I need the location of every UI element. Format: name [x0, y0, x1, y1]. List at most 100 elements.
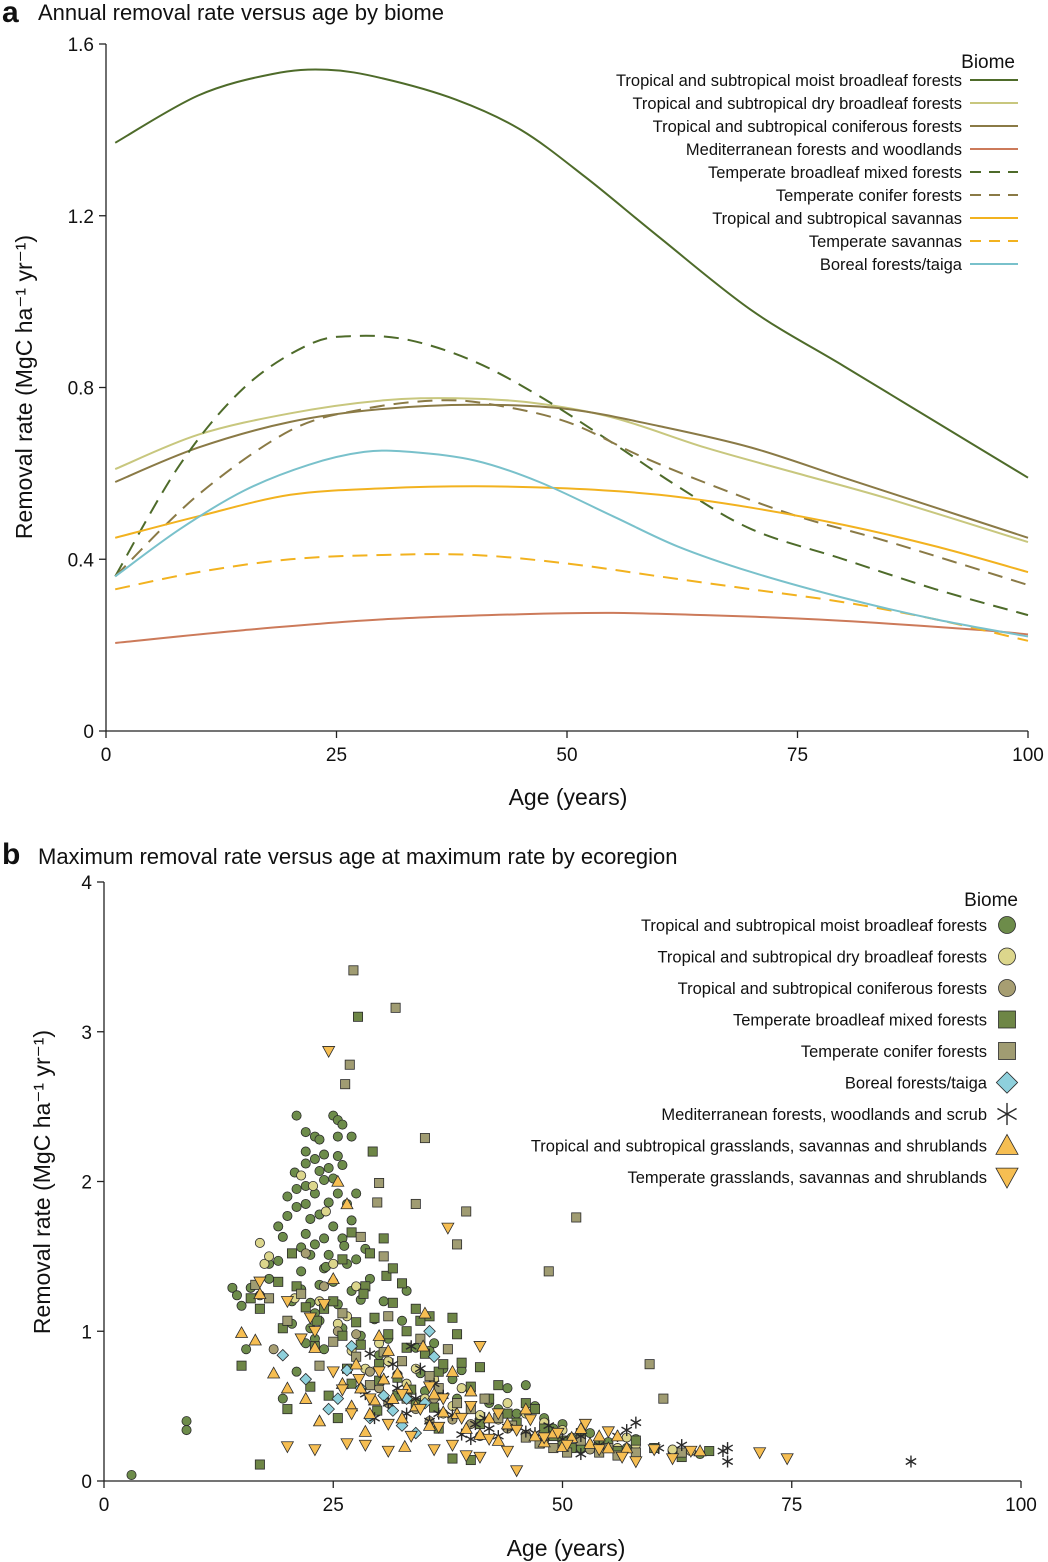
- point-temperate-conifer-forests: [374, 1177, 385, 1188]
- point-temperate-conifer-forests: [383, 1311, 394, 1322]
- point-tropical-and-subtropical-moist-broadleaf-forests: [332, 1188, 343, 1199]
- point-temperate-broadleaf-mixed-forests: [337, 1330, 348, 1341]
- point-temperate-conifer-forests: [424, 1371, 435, 1382]
- point-tropical-and-subtropical-grasslands-savannas-and-shrublands: [592, 1429, 606, 1442]
- point-boreal-forests-taiga: [345, 1339, 358, 1353]
- legend-b-label: Boreal forests/taiga: [845, 1075, 988, 1093]
- point-tropical-and-subtropical-dry-broadleaf-forests: [308, 1180, 319, 1191]
- point-tropical-and-subtropical-dry-broadleaf-forests: [667, 1444, 678, 1455]
- panel-b-x-tick-label: 100: [1005, 1495, 1037, 1516]
- point-temperate-conifer-forests: [372, 1197, 383, 1208]
- panel-a-legend: Tropical and subtropical moist broadleaf…: [616, 72, 1018, 274]
- point-temperate-broadleaf-mixed-forests: [397, 1278, 408, 1289]
- point-temperate-broadleaf-mixed-forests: [323, 1390, 334, 1401]
- point-tropical-and-subtropical-moist-broadleaf-forests: [305, 1213, 316, 1224]
- point-temperate-grasslands-savannas-and-shrublands: [322, 1046, 336, 1059]
- point-temperate-conifer-forests: [415, 1333, 426, 1344]
- point-temperate-grasslands-savannas-and-shrublands: [578, 1418, 593, 1431]
- point-temperate-grasslands-savannas-and-shrublands: [551, 1427, 565, 1440]
- point-temperate-broadleaf-mixed-forests: [429, 1402, 440, 1413]
- point-temperate-grasslands-savannas-and-shrublands: [432, 1421, 446, 1434]
- point-tropical-and-subtropical-moist-broadleaf-forests: [264, 1273, 275, 1284]
- point-tropical-and-subtropical-moist-broadleaf-forests: [241, 1344, 252, 1355]
- point-temperate-broadleaf-mixed-forests: [372, 1405, 383, 1416]
- legend-a-label: Tropical and subtropical savannas: [712, 210, 962, 228]
- point-tropical-and-subtropical-moist-broadleaf-forests: [181, 1425, 192, 1436]
- point-temperate-broadleaf-mixed-forests: [286, 1248, 297, 1259]
- legend-a-label: Tropical and subtropical coniferous fore…: [653, 118, 962, 136]
- point-temperate-grasslands-savannas-and-shrublands: [500, 1445, 515, 1458]
- point-tropical-and-subtropical-grasslands-savannas-and-shrublands: [248, 1333, 262, 1346]
- point-tropical-and-subtropical-moist-broadleaf-forests: [309, 1239, 320, 1250]
- point-mediterranean-forests-woodlands-and-scrub: [405, 1340, 417, 1353]
- point-mediterranean-forests-woodlands-and-scrub: [483, 1422, 495, 1435]
- point-tropical-and-subtropical-moist-broadleaf-forests: [300, 1158, 311, 1169]
- line-tropical-and-subtropical-coniferous-forests: [114, 403, 1029, 539]
- panel-a-y-axis-label: Removal rate (MgC ha⁻¹ yr⁻¹): [11, 235, 37, 539]
- point-tropical-and-subtropical-moist-broadleaf-forests: [323, 1163, 334, 1174]
- point-boreal-forests-taiga: [331, 1392, 345, 1405]
- point-mediterranean-forests-woodlands-and-scrub: [364, 1347, 376, 1360]
- point-tropical-and-subtropical-grasslands-savannas-and-shrublands: [464, 1384, 478, 1397]
- point-temperate-broadleaf-mixed-forests: [378, 1233, 389, 1244]
- panel-a-x-tick-label: 0: [101, 745, 112, 766]
- point-tropical-and-subtropical-moist-broadleaf-forests: [181, 1416, 192, 1427]
- point-temperate-grasslands-savannas-and-shrublands: [647, 1444, 661, 1457]
- point-temperate-conifer-forests: [419, 1133, 430, 1144]
- point-temperate-grasslands-savannas-and-shrublands: [352, 1373, 366, 1386]
- point-tropical-and-subtropical-grasslands-savannas-and-shrublands: [299, 1391, 313, 1404]
- point-temperate-conifer-forests: [442, 1344, 453, 1355]
- point-temperate-conifer-forests: [282, 1315, 293, 1326]
- point-tropical-and-subtropical-grasslands-savannas-and-shrublands: [349, 1357, 363, 1370]
- point-mediterranean-forests-woodlands-and-scrub: [717, 1445, 729, 1458]
- panel-b-points: [126, 965, 917, 1481]
- point-temperate-grasslands-savannas-and-shrublands: [459, 1450, 473, 1463]
- point-tropical-and-subtropical-moist-broadleaf-forests: [277, 1393, 288, 1404]
- point-temperate-grasslands-savannas-and-shrublands: [560, 1439, 574, 1452]
- point-temperate-broadleaf-mixed-forests: [367, 1146, 378, 1157]
- point-tropical-and-subtropical-grasslands-savannas-and-shrublands: [372, 1328, 386, 1341]
- point-temperate-grasslands-savannas-and-shrublands: [404, 1430, 418, 1443]
- point-temperate-grasslands-savannas-and-shrublands: [454, 1412, 469, 1425]
- point-tropical-and-subtropical-moist-broadleaf-forests: [273, 1255, 284, 1266]
- point-tropical-and-subtropical-coniferous-forests: [319, 1281, 330, 1292]
- point-tropical-and-subtropical-grasslands-savannas-and-shrublands: [500, 1417, 515, 1430]
- point-tropical-and-subtropical-grasslands-savannas-and-shrublands: [601, 1441, 616, 1454]
- point-temperate-broadleaf-mixed-forests: [447, 1312, 458, 1323]
- point-temperate-grasslands-savannas-and-shrublands: [335, 1384, 350, 1397]
- legend-b-marker: [998, 1010, 1016, 1029]
- point-temperate-grasslands-savannas-and-shrublands: [684, 1445, 698, 1458]
- point-tropical-and-subtropical-dry-broadleaf-forests: [254, 1237, 265, 1248]
- point-temperate-broadleaf-mixed-forests: [332, 1413, 343, 1424]
- legend-a-label: Mediterranean forests and woodlands: [686, 141, 962, 159]
- point-temperate-grasslands-savannas-and-shrublands: [413, 1403, 428, 1416]
- point-boreal-forests-taiga: [386, 1404, 400, 1417]
- legend-b-marker: [995, 1071, 1019, 1094]
- point-tropical-and-subtropical-dry-broadleaf-forests: [320, 1206, 331, 1217]
- point-tropical-and-subtropical-grasslands-savannas-and-shrublands: [459, 1421, 473, 1434]
- point-temperate-broadleaf-mixed-forests: [254, 1459, 265, 1470]
- point-temperate-grasslands-savannas-and-shrublands: [326, 1366, 340, 1379]
- legend-a-label: Tropical and subtropical moist broadleaf…: [616, 72, 962, 90]
- legend-b-marker: [995, 1167, 1019, 1189]
- panel-a-x-axis-label: Age (years): [509, 784, 628, 810]
- point-temperate-conifer-forests: [314, 1360, 325, 1371]
- panel-b-y-tick-label: 0: [81, 1472, 92, 1493]
- point-tropical-and-subtropical-grasslands-savannas-and-shrublands: [482, 1411, 496, 1424]
- point-tropical-and-subtropical-grasslands-savannas-and-shrublands: [418, 1306, 432, 1319]
- panel-b-letter: b: [2, 838, 20, 871]
- point-tropical-and-subtropical-grasslands-savannas-and-shrublands: [363, 1406, 377, 1419]
- panel-b-y-axis-label: Removal rate (MgC ha⁻¹ yr⁻¹): [29, 1030, 55, 1334]
- point-boreal-forests-taiga: [427, 1350, 441, 1364]
- point-tropical-and-subtropical-moist-broadleaf-forests: [339, 1240, 350, 1251]
- point-temperate-conifer-forests: [390, 1002, 401, 1013]
- legend-b-marker: [997, 1102, 1017, 1126]
- point-tropical-and-subtropical-moist-broadleaf-forests: [300, 1127, 311, 1138]
- point-tropical-and-subtropical-grasslands-savannas-and-shrublands: [312, 1414, 327, 1427]
- point-temperate-conifer-forests: [658, 1393, 669, 1404]
- point-temperate-grasslands-savannas-and-shrublands: [592, 1444, 606, 1457]
- point-mediterranean-forests-woodlands-and-scrub: [469, 1418, 481, 1431]
- point-temperate-grasslands-savannas-and-shrublands: [464, 1400, 478, 1413]
- point-temperate-grasslands-savannas-and-shrublands: [340, 1438, 354, 1451]
